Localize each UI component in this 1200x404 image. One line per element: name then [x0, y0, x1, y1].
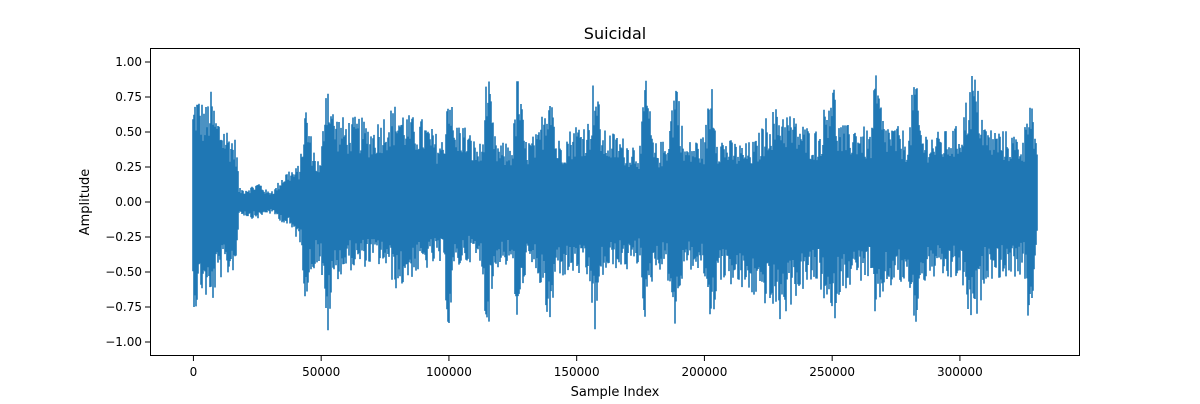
y-axis-label: Amplitude: [78, 169, 93, 236]
chart-title: Suicidal: [584, 24, 646, 43]
x-tick-label: 300000: [937, 365, 983, 379]
x-axis: 0 50000 100000 150000 200000 250000 300000: [190, 356, 983, 379]
x-tick-label: 200000: [682, 365, 728, 379]
y-tick-label: 0.75: [115, 90, 142, 104]
x-tick-label: 0: [190, 365, 198, 379]
waveform-layer: [192, 75, 1038, 331]
x-axis-label: Sample Index: [571, 385, 660, 400]
y-tick-label: 0.00: [115, 195, 142, 209]
x-tick-label: 50000: [302, 365, 340, 379]
plot-frame: [150, 48, 1080, 356]
y-tick-label: −0.75: [105, 300, 142, 314]
x-tick-label: 250000: [809, 365, 855, 379]
x-tick-label: 150000: [554, 365, 600, 379]
x-tick-label: 100000: [426, 365, 472, 379]
y-tick-label: 0.50: [115, 125, 142, 139]
y-tick-label: −0.25: [105, 230, 142, 244]
y-tick-label: −0.50: [105, 265, 142, 279]
y-tick-label: 0.25: [115, 160, 142, 174]
y-tick-label: −1.00: [105, 335, 142, 349]
y-axis: 1.00 0.75 0.50 0.25 0.00 −0.25 −0.50 −0.75 −1.00: [105, 55, 150, 349]
y-tick-label: 1.00: [115, 55, 142, 69]
waveform-series-line: [192, 75, 1038, 331]
